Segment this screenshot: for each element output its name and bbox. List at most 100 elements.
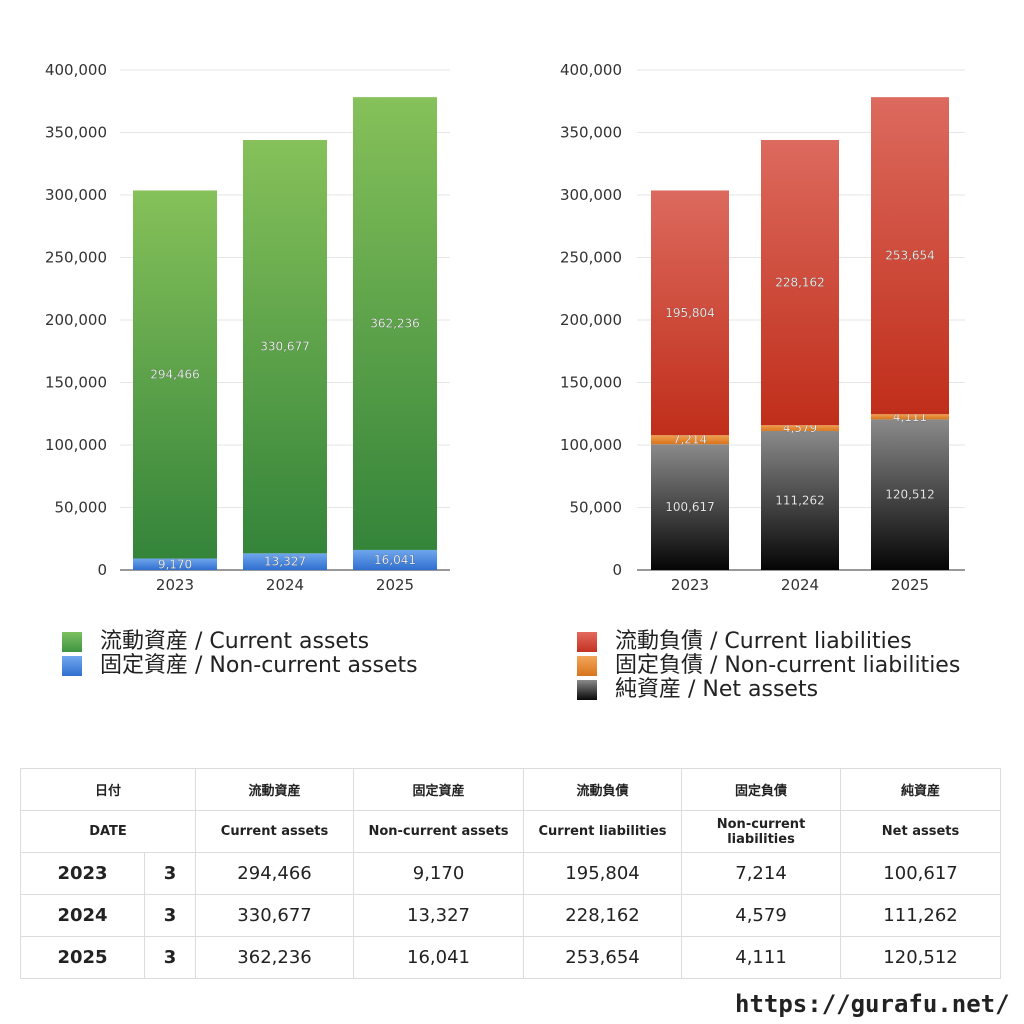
liabilities-chart: 400,000 350,000 300,000 250,000 200,000 150,0… [560,61,965,594]
bar-segment [761,430,839,570]
table-header-cell: 日付 [19,768,197,811]
table-cell: 7,214 [681,852,842,895]
data-label: 111,262 [775,493,825,507]
table-header-jp: 日付 流動資産 固定資産 流動負債 固定負債 純資産 [19,768,1002,811]
data-label: 13,327 [264,555,306,569]
y-tick-label: 400,000 [45,61,107,79]
table-cell-year: 2025 [20,936,145,979]
y-tick-label: 0 [97,561,107,579]
data-table: 日付 流動資産 固定資産 流動負債 固定負債 純資産 DATE Current … [19,768,1002,979]
legend-swatch [577,656,597,676]
table-cell: 330,677 [195,894,355,937]
x-tick-label: 2024 [266,576,304,594]
x-tick-label: 2024 [781,576,819,594]
table-cell-month: 3 [143,894,197,937]
table-row: 2024 3 330,677 13,327 228,162 4,579 111,… [20,894,1002,937]
data-label: 120,512 [885,488,935,502]
table-header-cell: 純資産 [840,768,1002,811]
y-tick-label: 250,000 [560,249,622,267]
legend-swatch [577,680,597,700]
data-label: 228,162 [775,276,825,290]
table-cell: 111,262 [840,894,1002,937]
legend-item-current-assets: 流動資産 / Current assets [62,630,418,654]
y-tick-label: 100,000 [45,436,107,454]
y-tick-label: 50,000 [570,499,623,517]
y-tick-label: 0 [612,561,622,579]
bar-segment [353,97,437,550]
legend-label: 純資産 / Net assets [615,677,819,702]
table-cell-year: 2023 [20,852,145,895]
y-tick-label: 300,000 [45,186,107,204]
table-cell: 9,170 [353,852,525,895]
y-tick-label: 150,000 [45,374,107,392]
table-cell: 253,654 [523,936,683,979]
y-tick-label: 300,000 [560,186,622,204]
data-label: 100,617 [665,500,715,514]
table-row: 2025 3 362,236 16,041 253,654 4,111 120,… [20,936,1002,979]
table-cell-month: 3 [143,852,197,895]
x-tick-label: 2023 [671,576,709,594]
legend-label: 固定資産 / Non-current assets [100,653,418,678]
table-header-cell: 固定資産 [353,768,525,811]
table-header-cell: Net assets [840,810,1002,853]
legend-swatch [62,632,82,652]
bar-segment [133,558,217,570]
data-label: 9,170 [158,557,192,571]
assets-legend: 流動資産 / Current assets 固定資産 / Non-current… [62,630,418,678]
data-label: 330,677 [260,340,310,354]
y-tick-label: 400,000 [560,61,622,79]
data-label: 253,654 [885,249,935,263]
table-header-cell: Non-current liabilities [681,810,842,853]
bar-segment [243,139,327,554]
table-cell-year: 2024 [20,894,145,937]
table-cell-month: 3 [143,936,197,979]
table-cell: 362,236 [195,936,355,979]
legend-label: 固定負債 / Non-current liabilities [615,653,961,678]
x-tick-label: 2025 [891,576,929,594]
bar-segment [651,435,729,445]
bar-segment [651,190,729,436]
legend-item-non-current-assets: 固定資産 / Non-current assets [62,654,418,678]
y-tick-label: 200,000 [45,311,107,329]
table-header-cell: DATE [19,810,197,853]
legend-swatch [62,656,82,676]
data-label: 195,804 [665,306,715,320]
assets-chart: 400,000 350,000 300,000 250,000 200,000 150,0… [45,61,450,594]
table-cell: 294,466 [195,852,355,895]
x-tick-label: 2023 [156,576,194,594]
table-header-cell: 固定負債 [681,768,842,811]
y-tick-label: 200,000 [560,311,622,329]
legend-item-non-current-liabilities: 固定負債 / Non-current liabilities [577,654,960,678]
table-cell: 13,327 [353,894,525,937]
y-tick-label: 50,000 [55,499,108,517]
bar-segment [761,139,839,426]
bar-segment [243,553,327,570]
bar-segment [871,414,949,420]
table-cell: 120,512 [840,936,1002,979]
table-cell: 195,804 [523,852,683,895]
table-cell: 228,162 [523,894,683,937]
table-header-en: DATE Current assets Non-current assets C… [19,810,1002,853]
liabilities-legend: 流動負債 / Current liabilities 固定負債 / Non-cu… [577,630,960,702]
data-label: 294,466 [150,367,200,381]
data-label: 362,236 [370,317,420,331]
y-tick-label: 150,000 [560,374,622,392]
data-label: 7,214 [673,433,707,447]
legend-label: 流動資産 / Current assets [100,629,370,654]
legend-label: 流動負債 / Current liabilities [615,629,912,654]
bar-segment [353,549,437,570]
x-tick-label: 2025 [376,576,414,594]
bar-segment [133,190,217,559]
bar-segment [761,425,839,431]
bar-segment [651,444,729,570]
legend-item-net-assets: 純資産 / Net assets [577,678,960,702]
table-row: 2023 3 294,466 9,170 195,804 7,214 100,6… [20,852,1002,895]
table-header-cell: Current liabilities [523,810,683,853]
bar-segment [871,97,949,415]
site-url[interactable]: https://gurafu.net/ [735,990,1010,1018]
data-label: 16,041 [374,553,416,567]
legend-item-current-liabilities: 流動負債 / Current liabilities [577,630,960,654]
y-tick-label: 350,000 [45,124,107,142]
table-cell: 4,579 [681,894,842,937]
bar-segment [871,419,949,570]
